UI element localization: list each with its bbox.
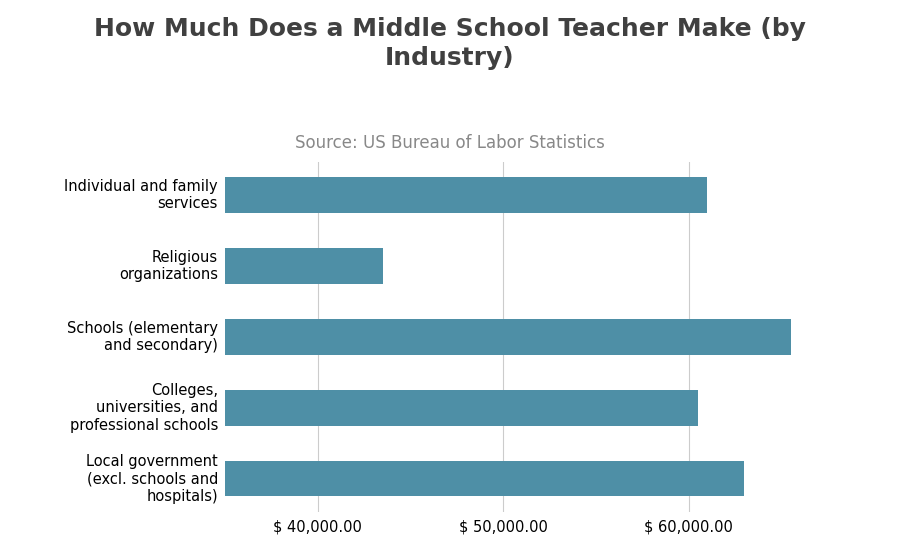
Bar [225,461,744,496]
Bar [225,390,698,426]
Bar [225,178,707,213]
Bar [225,248,382,284]
Text: How Much Does a Middle School Teacher Make (by
Industry): How Much Does a Middle School Teacher Ma… [94,17,806,70]
Bar [225,319,790,355]
Text: Source: US Bureau of Labor Statistics: Source: US Bureau of Labor Statistics [295,134,605,152]
